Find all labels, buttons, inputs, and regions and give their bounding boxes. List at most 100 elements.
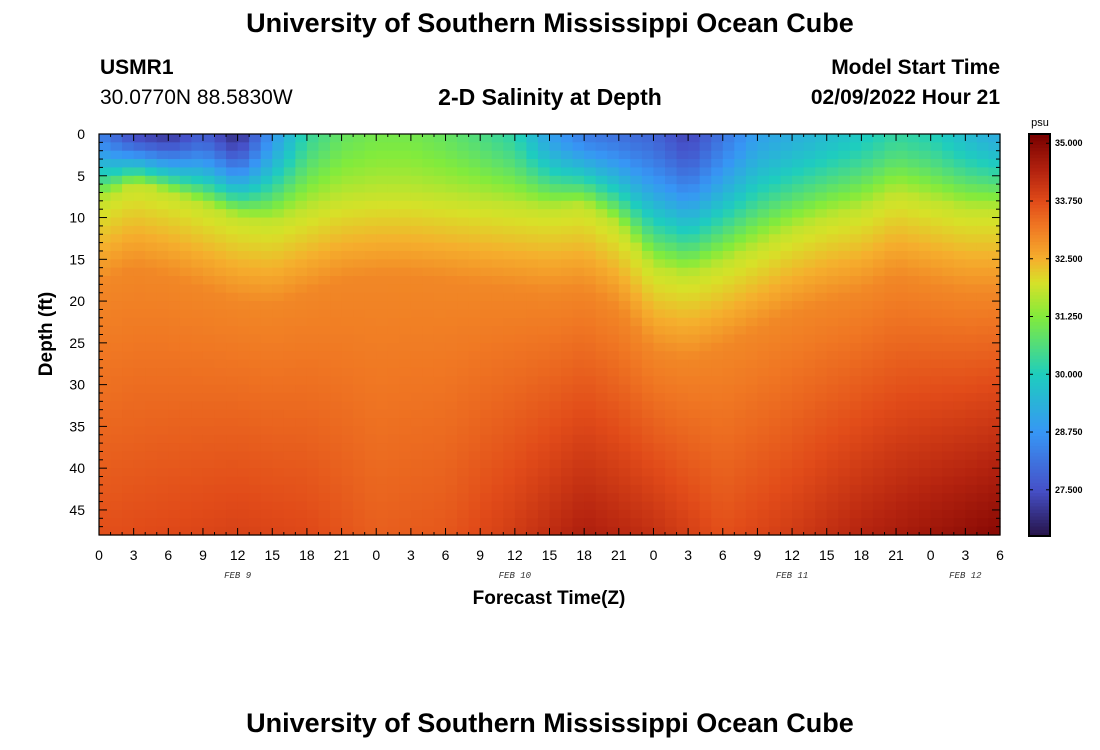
heatmap-cell — [260, 459, 273, 469]
heatmap-cell — [457, 134, 470, 143]
heatmap-cell — [376, 518, 389, 528]
heatmap-cell — [572, 443, 585, 453]
heatmap-cell — [872, 509, 886, 519]
heatmap-cell — [272, 317, 285, 327]
heatmap-cell — [607, 167, 620, 177]
heatmap-cell — [745, 434, 759, 444]
heatmap-cell — [387, 351, 400, 361]
heatmap-cell — [572, 259, 585, 269]
heatmap-cell — [965, 484, 978, 494]
heatmap-cell — [665, 443, 678, 453]
heatmap-cell — [745, 217, 759, 227]
heatmap-cell — [953, 134, 966, 143]
heatmap-cell — [514, 384, 527, 394]
heatmap-cell — [237, 234, 250, 244]
colorbar-cell — [1029, 381, 1050, 386]
heatmap-cell — [965, 476, 978, 486]
heatmap-cell — [214, 384, 227, 394]
heatmap-cell — [919, 200, 932, 210]
heatmap-cell — [249, 317, 262, 327]
heatmap-cell — [815, 409, 828, 419]
heatmap-cell — [907, 225, 920, 235]
heatmap-cell — [745, 167, 759, 177]
heatmap-cell — [364, 317, 377, 327]
heatmap-cell — [133, 250, 146, 260]
heatmap-cell — [226, 434, 239, 444]
heatmap-cell — [214, 159, 227, 169]
heatmap-cell — [445, 392, 458, 402]
heatmap-cell — [399, 351, 412, 361]
heatmap-cell — [318, 401, 331, 411]
heatmap-cell — [387, 200, 400, 210]
heatmap-cell — [942, 326, 955, 336]
heatmap-cell — [191, 317, 204, 327]
heatmap-cell — [792, 326, 805, 336]
heatmap-cell — [445, 459, 458, 469]
heatmap-cell — [341, 175, 354, 185]
heatmap-cell — [745, 418, 759, 427]
heatmap-cell — [768, 526, 782, 536]
heatmap-cell — [780, 292, 793, 302]
heatmap-cell — [907, 284, 920, 294]
heatmap-cell — [780, 217, 793, 227]
heatmap-cell — [318, 242, 331, 252]
heatmap-cell — [745, 267, 759, 277]
heatmap-cell — [283, 267, 296, 277]
heatmap-cell — [907, 250, 920, 260]
heatmap-cell — [99, 443, 112, 453]
heatmap-cell — [757, 159, 770, 169]
heatmap-cell — [976, 301, 990, 311]
heatmap-cell — [249, 326, 262, 336]
heatmap-cell — [653, 250, 666, 260]
heatmap-cell — [618, 342, 631, 352]
heatmap-cell — [757, 242, 770, 252]
heatmap-cell — [376, 409, 389, 419]
heatmap-cell — [641, 468, 655, 478]
heatmap-cell — [283, 192, 296, 202]
heatmap-cell — [676, 317, 689, 327]
heatmap-cell — [168, 359, 181, 369]
heatmap-cell — [722, 167, 735, 177]
heatmap-cell — [226, 225, 239, 235]
heatmap-cell — [607, 292, 620, 302]
heatmap-cell — [526, 184, 539, 194]
heatmap-cell — [202, 184, 216, 194]
heatmap-cell — [630, 409, 643, 419]
heatmap-cell — [803, 317, 816, 327]
heatmap-cell — [930, 443, 943, 453]
heatmap-cell — [745, 401, 759, 411]
heatmap-cell — [202, 242, 216, 252]
heatmap-cell — [549, 409, 562, 419]
heatmap-cell — [676, 384, 689, 394]
heatmap-cell — [480, 159, 493, 169]
heatmap-cell — [537, 459, 551, 469]
heatmap-cell — [491, 518, 504, 528]
heatmap-cell — [792, 292, 805, 302]
heatmap-cell — [145, 175, 158, 185]
heatmap-cell — [376, 317, 389, 327]
heatmap-cell — [202, 317, 216, 327]
heatmap-cell — [711, 292, 724, 302]
heatmap-cell — [803, 342, 816, 352]
heatmap-cell — [480, 234, 493, 244]
heatmap-cell — [526, 200, 539, 210]
heatmap-cell — [318, 334, 331, 344]
heatmap-cell — [607, 367, 620, 377]
heatmap-cell — [387, 234, 400, 244]
heatmap-cell — [838, 192, 851, 202]
heatmap-cell — [122, 292, 135, 302]
heatmap-cell — [387, 342, 400, 352]
heatmap-cell — [514, 426, 527, 436]
heatmap-cell — [156, 359, 169, 369]
heatmap-cell — [849, 409, 862, 419]
heatmap-cell — [260, 159, 273, 169]
heatmap-cell — [306, 351, 320, 361]
heatmap-cell — [942, 242, 955, 252]
heatmap-cell — [722, 192, 735, 202]
heatmap-cell — [110, 292, 123, 302]
heatmap-cell — [896, 409, 909, 419]
heatmap-cell — [480, 217, 493, 227]
heatmap-cell — [202, 401, 216, 411]
heatmap-cell — [537, 493, 551, 503]
heatmap-cell — [306, 367, 320, 377]
